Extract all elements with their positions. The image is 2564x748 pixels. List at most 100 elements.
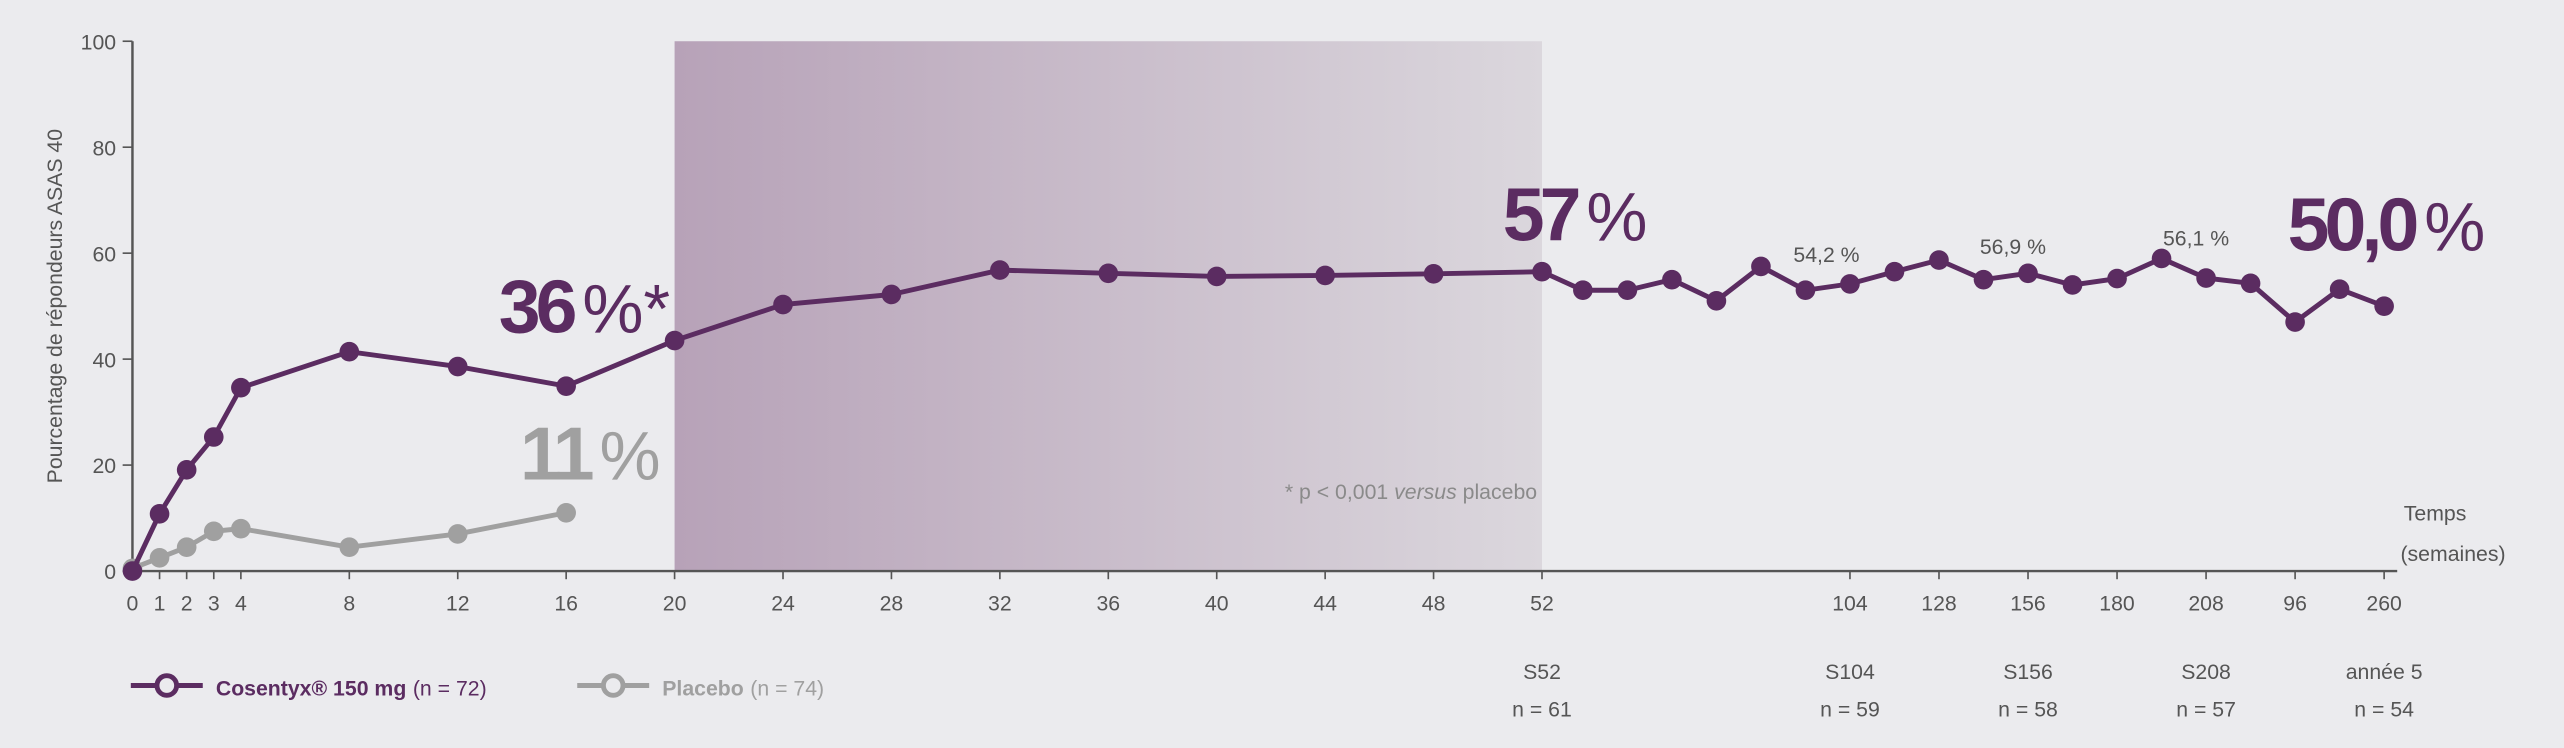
y-axis-label: Pourcentage de répondeurs ASAS 40 [43,129,67,483]
legend-label: Cosentyx® 150 mg (n = 72) [216,676,487,700]
data-point [339,341,360,362]
milestone-n: n = 57 [2176,698,2236,722]
data-point [1423,264,1444,284]
data-point [1751,256,1771,277]
data-point [203,521,224,542]
value-unit: %* [582,270,670,347]
x-tick-label: 40 [1205,591,1229,615]
value-label: 50,0% [2288,183,2486,267]
data-point [339,537,360,558]
legend-label: Placebo (n = 74) [662,676,824,700]
value-label: 54,2 % [1793,243,1859,267]
x-tick-label: 208 [2188,591,2223,615]
x-tick-label: 156 [2010,591,2045,615]
shaded-period [674,41,1542,572]
value-label: 56,1 % [2163,227,2229,251]
y-tick-label: 80 [92,136,116,160]
data-point [1706,291,1727,311]
milestone-label: S104 [1825,660,1875,684]
data-point [203,427,224,447]
x-tick-label: 20 [663,591,687,615]
milestone-label: S208 [2181,660,2231,684]
series-line [1582,255,2386,326]
milestone-n: n = 54 [2354,698,2414,722]
legend-name: Placebo [662,676,744,700]
legend-n: (n = 72) [413,676,487,700]
data-point [2374,296,2394,316]
value-unit: % [2424,189,2485,266]
milestone-label: S156 [2003,660,2053,684]
x-tick-label: 0 [127,591,139,615]
milestone-n: n = 58 [1998,698,2058,722]
data-point [176,460,197,480]
data-point [2285,312,2305,332]
x-tick-label: 3 [208,591,220,615]
x-tick-label: 128 [1921,591,1956,615]
data-point [556,502,576,523]
value-number: 11 [520,411,593,495]
x-tick-label: 36 [1096,591,1120,615]
x-axis-label: Temps [2404,501,2467,525]
x-tick-label: 8 [343,591,355,615]
x-tick-label: 32 [988,591,1012,615]
data-point [1929,250,1949,270]
value-label: 11% [520,411,661,495]
value-label: 56,9 % [1980,235,2046,259]
x-tick-label: 12 [446,591,470,615]
legend-marker [154,673,180,698]
value-label: 36 %* [499,264,670,348]
data-point [447,356,468,377]
data-point [2196,268,2216,288]
footnote: * p < 0,001 versus placebo [1285,480,1537,504]
x-axis-label: (semaines) [2400,542,2505,566]
x-tick-label: 96 [2283,591,2307,615]
x-tick-label: 44 [1313,591,1337,615]
data-point [773,294,793,315]
x-tick-label: 24 [771,591,795,615]
data-point [2151,248,2172,269]
x-tick-label: 1 [154,591,166,615]
footnote-part: * p < 0,001 [1285,480,1394,504]
data-point [1573,280,1593,301]
data-point [149,504,170,524]
milestone-label: S52 [1523,660,1561,684]
data-point [556,376,576,396]
data-point [149,547,170,568]
data-point [990,260,1010,280]
data-point [1315,265,1335,286]
data-point [2240,273,2261,294]
data-point [176,537,197,558]
data-point [1662,269,1682,290]
x-tick-label: 2 [181,591,193,615]
x-tick-label: 4 [235,591,247,615]
data-point [1884,261,1905,282]
data-point [231,518,251,539]
data-point [231,377,251,398]
footnote-part: placebo [1457,480,1537,504]
data-point [2018,263,2038,284]
data-point [1617,280,1638,301]
value-unit: % [600,417,661,494]
data-point [2329,279,2350,299]
data-point [1973,269,1994,290]
value-number: 50,0 [2288,183,2417,267]
milestone-label: année 5 [2346,660,2423,684]
data-point [447,524,468,544]
data-point [881,284,902,305]
data-point [1840,274,1860,294]
value-unit: % [1586,179,1647,256]
y-tick-label: 40 [92,348,116,372]
x-tick-label: 28 [880,591,904,615]
value-label: 57% [1503,173,1648,257]
milestone-n: n = 61 [1512,698,1572,722]
y-tick-label: 20 [92,454,116,478]
legend-n: (n = 74) [750,676,824,700]
x-tick-label: 180 [2099,591,2134,615]
data-point [1098,263,1119,284]
milestone-n: n = 59 [1820,698,1880,722]
data-point [122,561,143,581]
x-tick-label: 104 [1832,591,1868,615]
x-tick-label: 16 [554,591,578,615]
